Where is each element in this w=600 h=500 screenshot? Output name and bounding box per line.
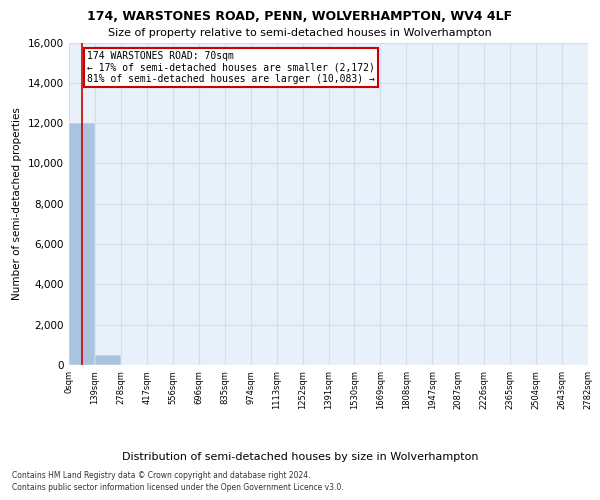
Text: 174, WARSTONES ROAD, PENN, WOLVERHAMPTON, WV4 4LF: 174, WARSTONES ROAD, PENN, WOLVERHAMPTON… <box>88 10 512 23</box>
Text: 174 WARSTONES ROAD: 70sqm
← 17% of semi-detached houses are smaller (2,172)
81% : 174 WARSTONES ROAD: 70sqm ← 17% of semi-… <box>87 50 374 84</box>
Text: Size of property relative to semi-detached houses in Wolverhampton: Size of property relative to semi-detach… <box>108 28 492 38</box>
Text: Contains HM Land Registry data © Crown copyright and database right 2024.: Contains HM Land Registry data © Crown c… <box>12 471 311 480</box>
Text: Distribution of semi-detached houses by size in Wolverhampton: Distribution of semi-detached houses by … <box>122 452 478 462</box>
Bar <box>95 355 121 365</box>
Bar <box>69 123 95 365</box>
Y-axis label: Number of semi-detached properties: Number of semi-detached properties <box>13 108 22 300</box>
Text: Contains public sector information licensed under the Open Government Licence v3: Contains public sector information licen… <box>12 484 344 492</box>
